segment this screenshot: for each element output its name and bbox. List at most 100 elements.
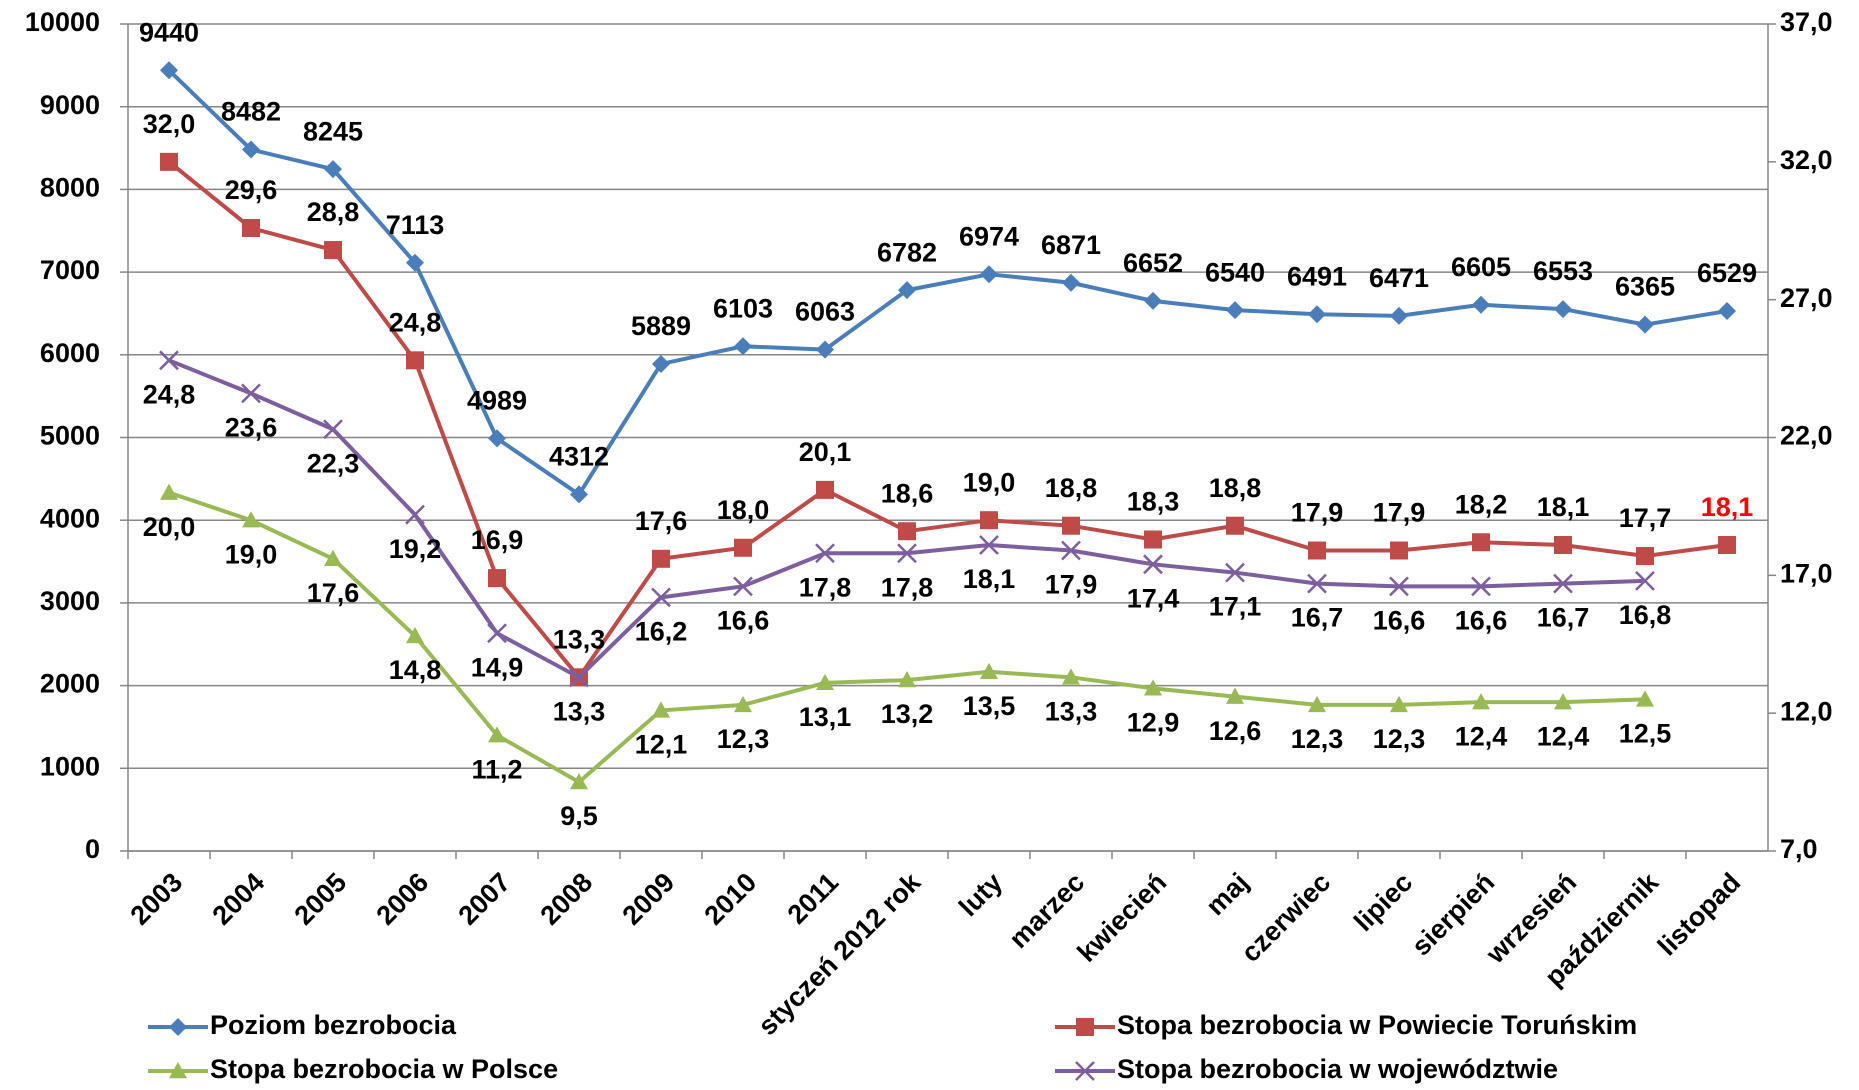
data-label: 9440 bbox=[139, 17, 199, 47]
data-point bbox=[324, 241, 342, 260]
y-tick-label: 6000 bbox=[40, 338, 100, 368]
data-point bbox=[1390, 306, 1408, 325]
x-tick-label: 2011 bbox=[782, 867, 845, 930]
data-point bbox=[1718, 536, 1736, 555]
data-point bbox=[1471, 576, 1491, 597]
data-point bbox=[898, 671, 916, 688]
data-point bbox=[570, 773, 588, 790]
data-point bbox=[897, 543, 917, 564]
data-point bbox=[242, 218, 260, 237]
data-point bbox=[1062, 273, 1080, 292]
data-point bbox=[815, 543, 835, 564]
data-label: 6471 bbox=[1369, 263, 1429, 293]
data-point bbox=[652, 549, 670, 568]
data-point bbox=[816, 480, 834, 499]
data-label: 6529 bbox=[1697, 258, 1757, 288]
data-label: 16,6 bbox=[717, 605, 770, 635]
legend-marker bbox=[169, 1062, 187, 1079]
data-label: 12,1 bbox=[635, 730, 688, 760]
data-point bbox=[1553, 573, 1573, 594]
data-point bbox=[733, 576, 753, 597]
legend-label: Stopa bezrobocia w województwie bbox=[1117, 1054, 1558, 1084]
data-label: 17,9 bbox=[1045, 570, 1098, 600]
x-tick-label: 2007 bbox=[453, 867, 517, 931]
data-point bbox=[1554, 300, 1572, 319]
data-point bbox=[816, 673, 834, 691]
data-label: 13,3 bbox=[553, 696, 606, 726]
x-tick-label: lipiec bbox=[1348, 867, 1418, 937]
data-label: 20,0 bbox=[143, 512, 196, 542]
data-label: 19,2 bbox=[389, 534, 442, 564]
data-point bbox=[980, 662, 998, 680]
data-label: 12,3 bbox=[1373, 724, 1426, 754]
data-label: 13,3 bbox=[1045, 696, 1098, 726]
data-point bbox=[1554, 693, 1572, 710]
data-point bbox=[816, 340, 834, 359]
data-point bbox=[979, 535, 999, 555]
data-point bbox=[652, 354, 670, 373]
data-label: 18,1 bbox=[1701, 492, 1754, 522]
data-point bbox=[980, 511, 998, 530]
data-point bbox=[1472, 693, 1490, 710]
data-point bbox=[1062, 668, 1080, 685]
data-point bbox=[734, 695, 752, 713]
data-point bbox=[898, 281, 916, 300]
data-label: 22,3 bbox=[307, 448, 360, 478]
data-point bbox=[1225, 562, 1245, 583]
data-label: 8245 bbox=[303, 116, 363, 146]
data-point bbox=[1636, 690, 1654, 707]
data-point bbox=[488, 569, 506, 588]
data-label: 12,6 bbox=[1209, 716, 1262, 746]
legend-marker bbox=[1076, 1018, 1094, 1036]
data-label: 18,8 bbox=[1209, 473, 1262, 503]
data-point bbox=[651, 587, 671, 608]
y-tick-label: 0 bbox=[85, 834, 100, 864]
data-label: 6540 bbox=[1205, 257, 1265, 287]
x-tick-label: 2006 bbox=[371, 867, 435, 931]
y-tick-label: 3000 bbox=[40, 586, 100, 616]
data-label: 6974 bbox=[959, 221, 1019, 251]
data-label: 6871 bbox=[1041, 230, 1101, 260]
data-point bbox=[1062, 516, 1080, 535]
y2-tick-label: 27,0 bbox=[1780, 283, 1833, 313]
data-point bbox=[1061, 540, 1081, 561]
legend-label: Stopa bezrobocia w Polsce bbox=[210, 1054, 558, 1084]
y-tick-label: 5000 bbox=[40, 421, 100, 451]
y2-tick-label: 12,0 bbox=[1780, 696, 1833, 726]
data-label: 18,3 bbox=[1127, 487, 1180, 517]
data-point bbox=[1389, 576, 1409, 597]
data-label: 6782 bbox=[877, 237, 937, 267]
data-label: 16,2 bbox=[635, 617, 688, 647]
y2-tick-label: 32,0 bbox=[1780, 145, 1833, 175]
series-line bbox=[167, 160, 1728, 681]
data-label: 4312 bbox=[549, 442, 609, 472]
data-label: 16,6 bbox=[1373, 605, 1426, 635]
data-point bbox=[1472, 295, 1490, 314]
x-tick-label: maj bbox=[1200, 867, 1254, 921]
data-label: 18,2 bbox=[1455, 489, 1508, 519]
y-tick-label: 1000 bbox=[40, 751, 100, 781]
data-label: 17,8 bbox=[881, 572, 934, 602]
data-point bbox=[652, 701, 670, 718]
data-point bbox=[324, 549, 342, 566]
data-label: 17,8 bbox=[799, 572, 852, 602]
data-point bbox=[1472, 533, 1490, 552]
data-label: 17,7 bbox=[1619, 503, 1672, 533]
data-label: 12,4 bbox=[1455, 721, 1508, 751]
data-point bbox=[487, 623, 507, 644]
data-label: 16,7 bbox=[1537, 603, 1590, 633]
data-label: 12,3 bbox=[1291, 724, 1344, 754]
data-point bbox=[1308, 541, 1326, 560]
data-label: 17,9 bbox=[1373, 498, 1426, 528]
data-label: 14,9 bbox=[471, 652, 524, 682]
data-point bbox=[570, 485, 588, 504]
data-point bbox=[1308, 305, 1326, 324]
y-tick-label: 2000 bbox=[40, 669, 100, 699]
data-point bbox=[1308, 695, 1326, 713]
data-label: 24,8 bbox=[143, 379, 196, 409]
series-line bbox=[167, 68, 1728, 498]
data-point bbox=[324, 160, 342, 179]
data-label: 17,9 bbox=[1291, 498, 1344, 528]
data-label: 6491 bbox=[1287, 261, 1347, 291]
